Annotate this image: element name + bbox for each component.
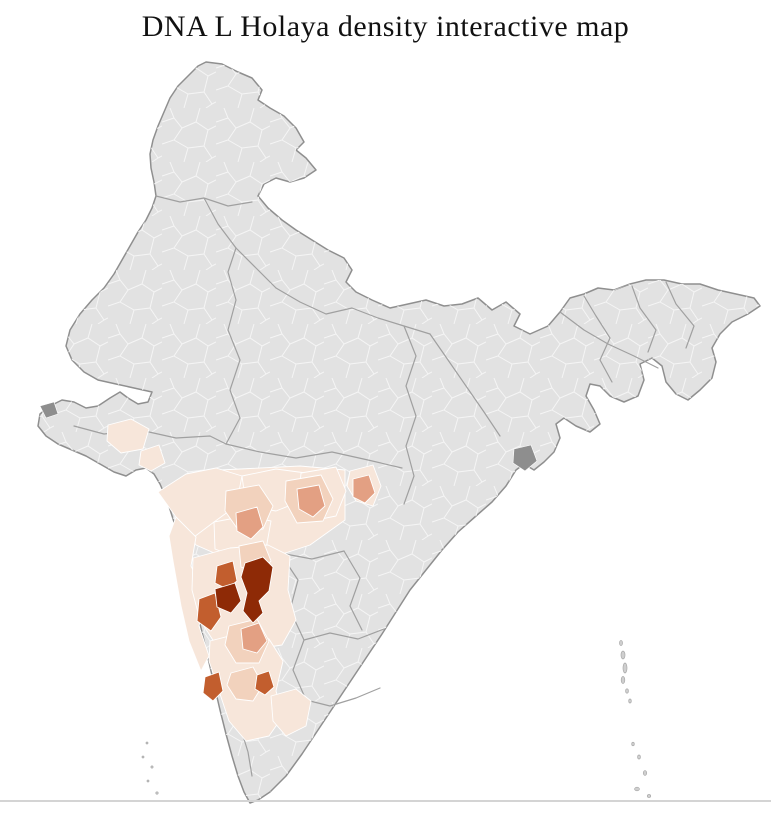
district[interactable] [352,474,376,504]
state-border-line [73,425,227,445]
state-border-line [583,295,613,383]
state-border-line [225,247,241,445]
density-high-districts [196,560,275,702]
density-medium-districts [235,474,376,654]
island-dot[interactable] [631,741,635,747]
district[interactable] [106,418,150,454]
district[interactable] [202,671,224,702]
state-border-line [403,325,417,505]
island-dot[interactable] [646,794,652,798]
island-dot[interactable] [642,770,648,776]
island-dot[interactable] [637,754,641,760]
island-dot[interactable] [620,650,626,660]
island-dot[interactable] [141,755,145,759]
island-dot[interactable] [155,791,159,795]
density-very-high-districts [214,556,274,624]
district[interactable] [254,670,275,696]
district[interactable] [196,592,222,632]
island-dot[interactable] [634,786,640,792]
island-dot[interactable] [625,688,629,694]
state-border-line [665,281,695,349]
state-border-line [429,333,501,437]
island-dot[interactable] [619,640,623,646]
island-dot[interactable] [628,698,632,704]
state-border-line [305,687,381,707]
islands [141,640,652,798]
district[interactable] [240,556,274,624]
district[interactable] [39,401,59,419]
district[interactable] [214,582,242,614]
state-border-line [559,311,659,369]
island-dot[interactable] [146,779,150,783]
district[interactable] [512,444,538,472]
district[interactable] [226,666,264,702]
island-dot[interactable] [620,676,626,684]
state-border-line [631,285,657,353]
district[interactable] [270,688,312,737]
page-title: DNA L Holaya density interactive map [141,10,630,43]
district[interactable] [168,516,210,672]
island-dot[interactable] [150,765,154,769]
district[interactable] [235,506,264,540]
state-border-line [279,552,307,701]
island-dot[interactable] [145,741,149,745]
district[interactable] [240,622,268,654]
state-border-line [303,628,385,641]
no-data-districts [39,401,538,472]
state-border-line [343,550,363,631]
bottom-divider [0,800,771,802]
state-border-line [225,443,403,469]
island-dot[interactable] [622,662,628,674]
district[interactable] [296,484,326,518]
district[interactable] [138,444,166,472]
